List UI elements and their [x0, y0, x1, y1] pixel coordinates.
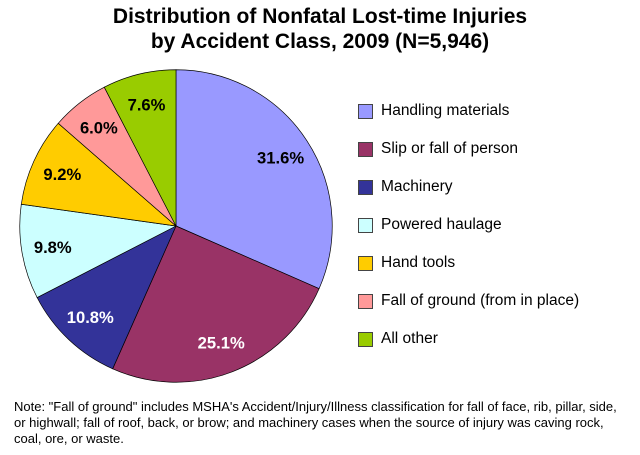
chart-title: Distribution of Nonfatal Lost-time Injur…: [0, 5, 640, 55]
note-text: Note: "Fall of ground" includes MSHA's A…: [14, 399, 617, 446]
pie-slice-3: [19, 203, 178, 298]
legend-label: Fall of ground (from in place): [381, 292, 580, 309]
slice-percent-label-2: 10.8%: [67, 308, 114, 327]
legend-label: Hand tools: [381, 254, 456, 271]
legend: Handling materials Slip or fall of person…: [358, 92, 579, 358]
legend-swatch-icon: [358, 179, 373, 195]
slice-percent-label-6: 7.6%: [128, 95, 166, 114]
legend-swatch-icon: [358, 217, 373, 233]
legend-swatch-icon: [358, 255, 373, 271]
chart-title-line1: Distribution of Nonfatal Lost-time Injur…: [112, 5, 528, 28]
slice-percent-label-4: 9.2%: [43, 165, 81, 184]
legend-swatch-icon: [358, 141, 373, 157]
pie-slice-0: [175, 69, 333, 290]
legend-swatch-icon: [358, 103, 373, 119]
legend-label: Powered haulage: [381, 216, 502, 233]
legend-label: Machinery: [381, 178, 453, 195]
legend-item-1: Slip or fall of person: [358, 130, 579, 168]
legend-label: Slip or fall of person: [381, 140, 518, 157]
pie-slice-4: [20, 122, 178, 227]
pie-chart: 31.6% 25.1% 10.8% 9.8% 9.2% 6.0% 7.6%: [19, 69, 333, 383]
legend-item-3: Powered haulage: [358, 206, 579, 244]
slice-percent-label-3: 9.8%: [34, 238, 72, 257]
pie-slice-2: [36, 225, 177, 370]
slice-percent-label-5: 6.0%: [80, 119, 118, 138]
legend-label: Handling materials: [381, 102, 510, 119]
legend-item-6: All other: [358, 320, 579, 358]
legend-swatch-icon: [358, 331, 373, 347]
slice-percent-label-1: 25.1%: [198, 333, 245, 352]
legend-item-4: Hand tools: [358, 244, 579, 282]
chart-title-line2: by Accident Class, 2009 (N=5,946): [150, 29, 490, 53]
legend-swatch-icon: [358, 293, 373, 309]
legend-item-2: Machinery: [358, 168, 579, 206]
pie-slice-1: [112, 225, 320, 383]
slice-percent-label-0: 31.6%: [257, 149, 304, 168]
pie-slice-6: [103, 69, 177, 227]
legend-label: All other: [381, 330, 438, 347]
legend-item-5: Fall of ground (from in place): [358, 282, 579, 320]
legend-item-0: Handling materials: [358, 92, 579, 130]
